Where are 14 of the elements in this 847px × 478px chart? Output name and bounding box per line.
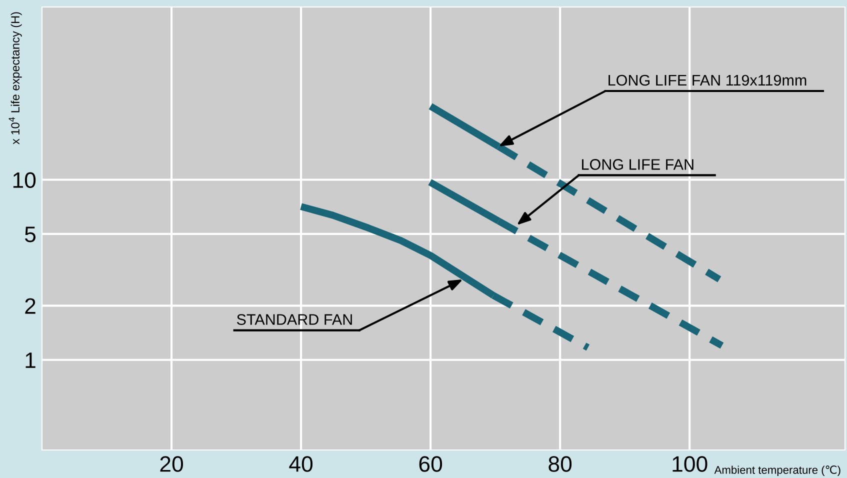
x-axis-title: Ambient temperature (℃) [714, 466, 840, 476]
y-tick-label: 1 [26, 352, 36, 368]
y-tick-label: 5 [24, 226, 36, 242]
annotation: LONG LIFE FAN 119x119mm [608, 74, 806, 86]
y-axis-title: x 10$^{4}$ Life expectancy (H) [8, 12, 22, 144]
x-tick-label: 100 [672, 456, 708, 472]
x-tick-label: 60 [419, 456, 442, 472]
y-tick-label: 2 [25, 298, 36, 314]
annotation: LONG LIFE FAN [582, 159, 694, 170]
y-tick-label: 10 [13, 172, 36, 188]
x-tick-label: 40 [289, 456, 313, 472]
x-tick-label: 20 [160, 456, 184, 472]
x-tick-label: 80 [548, 456, 572, 472]
annotation: STANDARD FAN [236, 314, 352, 325]
